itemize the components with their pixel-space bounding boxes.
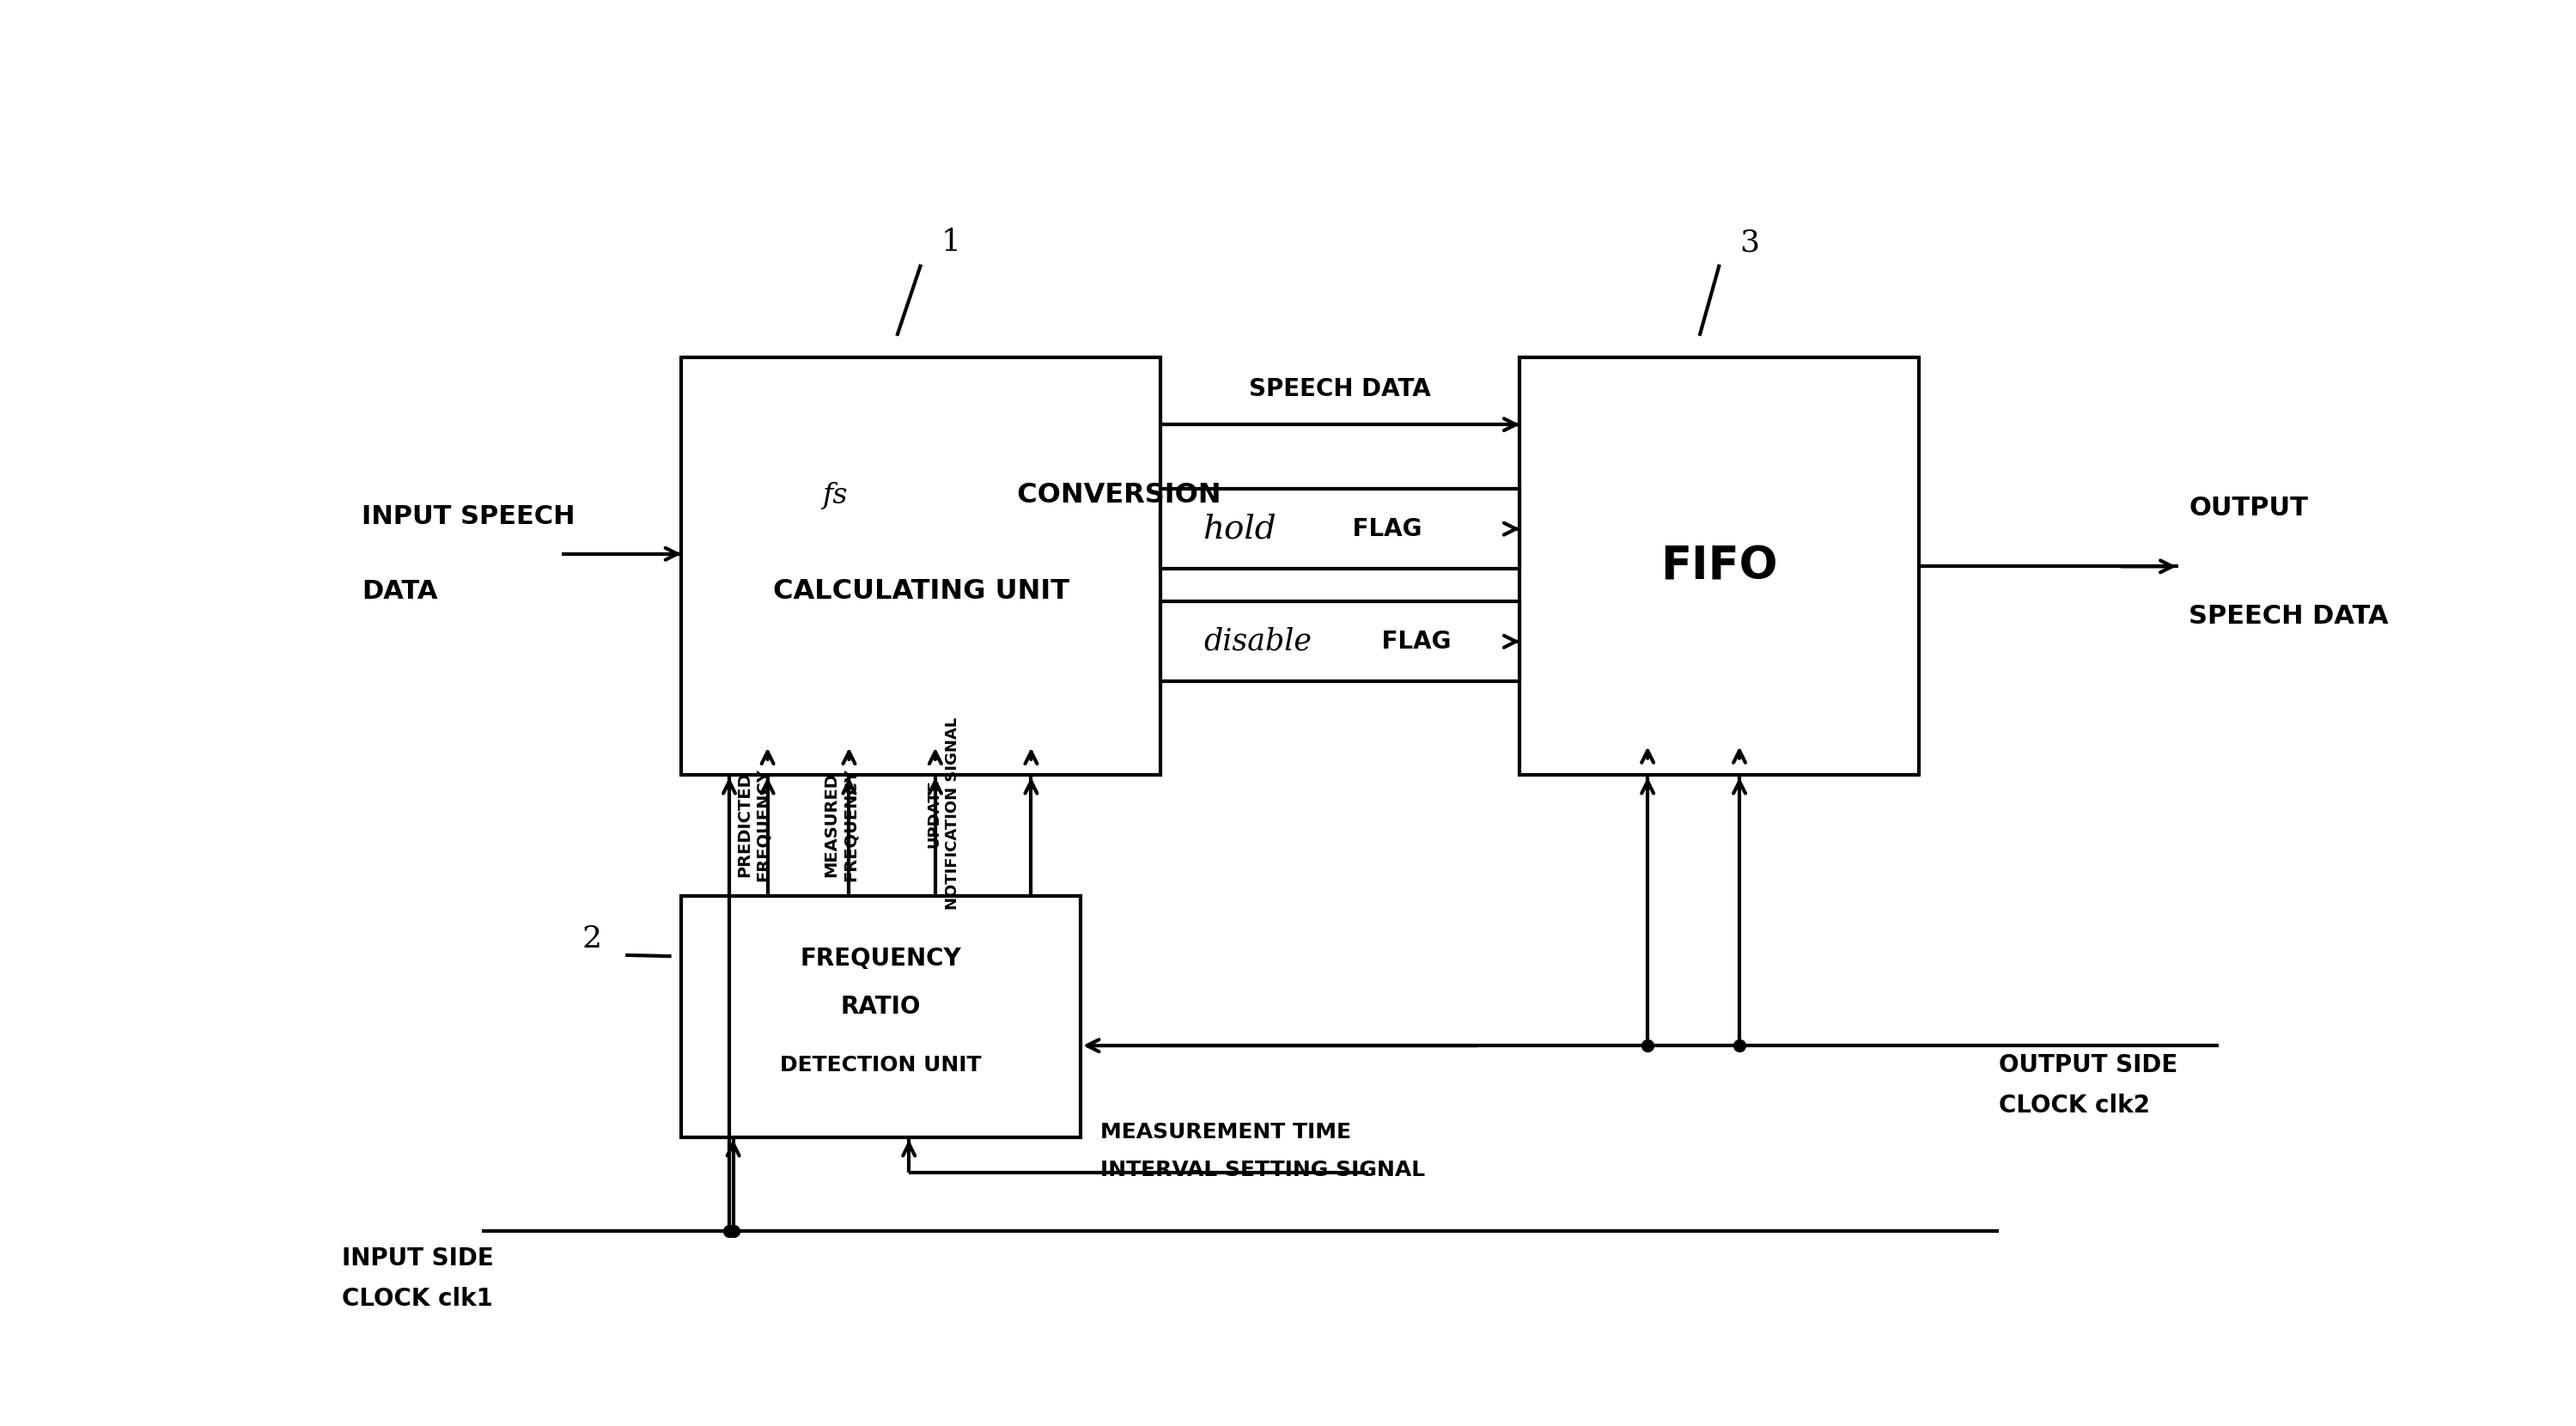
Text: OUTPUT: OUTPUT (2190, 496, 2308, 520)
Text: FLAG: FLAG (1373, 629, 1450, 653)
Text: MEASURED
FREQUENCY: MEASURED FREQUENCY (824, 767, 858, 881)
Text: disable: disable (1203, 627, 1311, 656)
Bar (1520, 358, 1919, 774)
Text: 1: 1 (940, 228, 961, 257)
Text: hold: hold (1203, 513, 1275, 545)
Text: UPDATE
NOTIFICATION SIGNAL: UPDATE NOTIFICATION SIGNAL (927, 717, 961, 910)
Text: INTERVAL SETTING SIGNAL: INTERVAL SETTING SIGNAL (1100, 1159, 1425, 1181)
Bar (680, 896, 1082, 1138)
Text: FIFO: FIFO (1662, 545, 1777, 589)
Text: INPUT SPEECH: INPUT SPEECH (361, 503, 574, 529)
Text: CLOCK clk1: CLOCK clk1 (343, 1286, 492, 1310)
Text: OUTPUT SIDE: OUTPUT SIDE (1999, 1054, 2177, 1078)
Text: DETECTION UNIT: DETECTION UNIT (781, 1055, 981, 1075)
Text: CONVERSION: CONVERSION (1007, 482, 1221, 509)
Text: FLAG: FLAG (1345, 516, 1422, 540)
Text: MEASUREMENT TIME: MEASUREMENT TIME (1100, 1122, 1352, 1142)
Text: INPUT SIDE: INPUT SIDE (343, 1246, 495, 1271)
Text: fs: fs (822, 482, 848, 509)
Text: 3: 3 (1739, 228, 1759, 257)
Bar (680, 358, 1159, 774)
Text: SPEECH DATA: SPEECH DATA (2190, 605, 2388, 629)
Text: FREQUENCY: FREQUENCY (801, 947, 961, 971)
Text: CLOCK clk2: CLOCK clk2 (1999, 1094, 2151, 1118)
Text: PREDICTED
FREQUENCY: PREDICTED FREQUENCY (737, 767, 770, 881)
Text: CALCULATING UNIT: CALCULATING UNIT (773, 578, 1069, 605)
Bar (1159, 489, 1520, 569)
Text: DATA: DATA (361, 579, 438, 603)
Text: 2: 2 (582, 924, 600, 953)
Text: SPEECH DATA: SPEECH DATA (1249, 378, 1432, 402)
Text: RATIO: RATIO (840, 995, 922, 1020)
Bar (1159, 602, 1520, 682)
